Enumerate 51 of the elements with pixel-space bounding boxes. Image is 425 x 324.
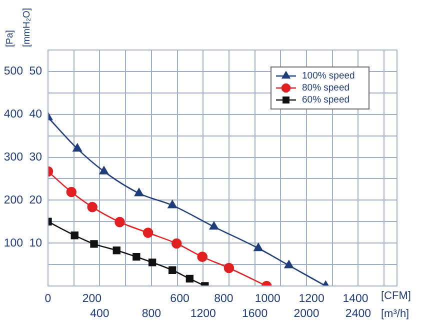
- point: [90, 240, 98, 248]
- y2-tick-label: 50: [29, 66, 42, 78]
- x2-tick-label: 1200: [298, 293, 324, 306]
- x2-tick-label: 600: [170, 293, 190, 306]
- y-tick-label: 500: [4, 66, 23, 78]
- legend-label: 80% speed: [302, 82, 350, 94]
- y2-tick-label: 40: [29, 108, 42, 121]
- point: [72, 144, 82, 152]
- point: [114, 216, 125, 228]
- x2-tick-label: 1400: [342, 293, 368, 306]
- x-tick-label: 1200: [190, 308, 216, 320]
- point: [254, 243, 263, 252]
- x2-axis-title: [CFM]: [381, 290, 411, 302]
- point: [168, 266, 176, 274]
- point: [134, 188, 144, 196]
- x-tick-label: 400: [90, 308, 110, 320]
- point: [168, 200, 177, 208]
- y2-tick-label: 20: [29, 194, 42, 206]
- y-axis-title: [Pa]: [4, 30, 16, 47]
- point: [148, 258, 156, 266]
- point: [209, 222, 219, 230]
- point: [70, 232, 78, 240]
- x-tick-label: 1600: [242, 308, 268, 320]
- x2-tick-label: 800: [214, 293, 234, 306]
- x-tick-label: 2400: [345, 308, 372, 320]
- point: [171, 238, 182, 249]
- point: [284, 260, 294, 268]
- point: [87, 202, 98, 212]
- y-tick-label: 400: [4, 108, 23, 121]
- x2-tick-label: 1000: [254, 293, 280, 306]
- point: [132, 252, 140, 261]
- y-tick-label: 100: [4, 237, 23, 250]
- x-tick-label: 2000: [294, 308, 320, 320]
- y-tick-label: 300: [4, 151, 23, 164]
- point: [186, 274, 194, 283]
- y2-axis-title: [mmH₂O]: [22, 8, 33, 47]
- y2-tick-label: 30: [29, 151, 42, 164]
- y2-tick-label: 10: [29, 237, 42, 250]
- legend-label: 100% speed: [302, 70, 355, 82]
- legend-label: 60% speed: [302, 94, 350, 106]
- point: [224, 262, 234, 274]
- x-axis-title: [m³/h]: [381, 308, 410, 320]
- point: [99, 166, 109, 174]
- point: [142, 228, 154, 238]
- x2-tick-label: 200: [82, 293, 102, 306]
- x2-tick-label: 0: [44, 293, 52, 306]
- y-tick-label: 200: [4, 194, 23, 206]
- point: [112, 246, 120, 254]
- point: [197, 252, 208, 262]
- x-tick-label: 800: [142, 308, 161, 320]
- point: [66, 186, 77, 198]
